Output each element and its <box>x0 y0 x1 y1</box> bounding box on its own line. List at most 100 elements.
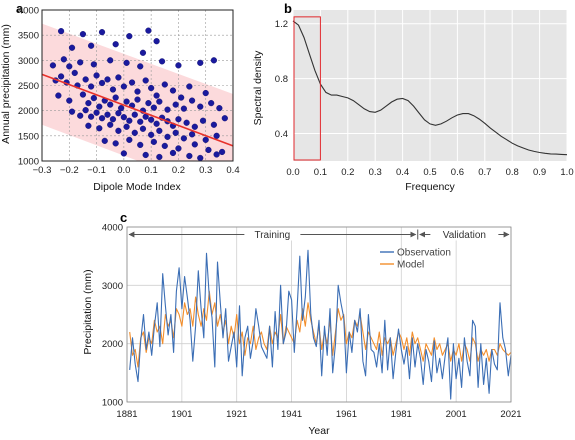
data-point <box>180 135 187 142</box>
x-tick-label: −0.3 <box>33 165 52 176</box>
y-tick-label: 4000 <box>18 6 39 17</box>
x-tick-label: 1921 <box>226 409 247 420</box>
scatter-plot: −0.3 −0.2 −0.1 0.0 0.1 0.2 0.3 0.4 1000 1500 2000 2… <box>18 6 240 177</box>
data-point <box>156 127 163 134</box>
data-point <box>98 115 106 122</box>
y-tick-label: 2500 <box>18 81 39 92</box>
data-point <box>98 29 106 36</box>
data-point <box>131 129 138 136</box>
data-point <box>188 131 196 138</box>
data-point <box>164 106 171 113</box>
y-tick-label: 1500 <box>18 131 39 142</box>
data-point <box>126 33 133 40</box>
data-point <box>123 98 130 105</box>
data-point <box>208 100 215 107</box>
data-point <box>191 141 198 148</box>
b-xlabel: Frequency <box>405 181 455 193</box>
phase-label-bg <box>244 227 301 241</box>
data-point <box>93 109 100 116</box>
x-tick-label: 0.4 <box>226 165 239 176</box>
x-tick-label: 0.7 <box>478 167 491 178</box>
data-point <box>197 103 204 110</box>
observation-line <box>129 249 512 400</box>
x-tick-label: 0.1 <box>314 167 327 178</box>
data-point <box>115 74 122 81</box>
data-point <box>161 81 168 88</box>
x-tick-label: −0.1 <box>87 165 106 176</box>
data-point <box>126 117 133 124</box>
a-ylabel: Annual precipitation (mm) <box>0 24 12 144</box>
low-frequency-highlight <box>293 16 321 161</box>
data-point <box>148 116 155 123</box>
x-tick-label: 0.3 <box>369 167 382 178</box>
data-point <box>137 141 144 148</box>
data-point <box>221 115 228 122</box>
a-xlabel: Dipole Mode Index <box>93 181 181 193</box>
data-point <box>98 79 106 87</box>
data-point <box>79 91 87 98</box>
data-point <box>118 105 125 112</box>
data-point <box>96 103 103 110</box>
data-point <box>158 58 166 65</box>
data-point <box>77 112 84 119</box>
panel-a: a −0.3 −0.2 −0.1 0.0 0.1 0.2 0.3 0.4 1000 1500 200… <box>0 1 240 193</box>
data-point <box>104 111 111 118</box>
data-point <box>188 97 196 104</box>
data-point <box>115 110 122 117</box>
x-tick-label: −0.2 <box>60 165 79 176</box>
data-point <box>112 140 119 147</box>
data-point <box>134 88 141 95</box>
plot-area <box>127 227 511 402</box>
data-point <box>202 89 209 97</box>
data-point <box>137 118 144 125</box>
y-tick-label: 1.2 <box>275 19 288 30</box>
data-point <box>197 59 204 66</box>
legend-label: Model <box>397 260 424 271</box>
data-point <box>109 116 117 123</box>
data-point <box>85 100 92 107</box>
data-point <box>213 151 220 158</box>
data-point <box>128 79 136 86</box>
data-point <box>112 41 119 48</box>
data-point <box>88 83 95 90</box>
data-point <box>150 138 157 145</box>
x-tick-label: 0.8 <box>506 167 519 178</box>
data-point <box>134 96 141 103</box>
data-point <box>216 105 223 112</box>
data-point <box>199 117 207 124</box>
plot-frame <box>41 9 234 162</box>
x-tick-label: 0.0 <box>286 167 299 178</box>
data-point <box>90 94 97 102</box>
data-point <box>137 63 144 70</box>
data-point <box>68 44 76 51</box>
data-point <box>104 76 111 83</box>
data-point <box>142 77 149 84</box>
data-point <box>96 125 103 132</box>
data-point <box>107 121 114 128</box>
data-point <box>88 113 95 120</box>
data-point <box>93 72 100 79</box>
x-tick-label: 0.2 <box>172 165 185 176</box>
data-point <box>153 92 160 99</box>
data-point <box>123 123 130 130</box>
data-point <box>145 100 152 107</box>
data-point <box>180 105 187 112</box>
x-tick-label: 0.5 <box>423 167 436 178</box>
x-tick-label: 0.6 <box>451 167 464 178</box>
data-point <box>145 27 152 34</box>
data-point <box>123 59 130 66</box>
spectrum-plot: 0.0 0.1 0.2 0.3 0.4 0.5 0.6 0.7 0.8 0.9 1.0 0.4 0.8 1… <box>275 10 574 178</box>
x-tick-label: 1941 <box>281 409 302 420</box>
panel-b: b 0.0 0.1 0.2 0.3 0.4 0.5 0.6 0.7 0.8 0.9 1.00.40.… <box>252 1 574 193</box>
data-point <box>112 94 119 101</box>
y-tick-label: 0.4 <box>275 129 288 140</box>
data-point <box>213 132 220 139</box>
data-point <box>175 62 182 69</box>
x-tick-label: 2001 <box>446 409 467 420</box>
x-tick-label: 0.1 <box>145 165 158 176</box>
y-tick-label: 1000 <box>102 398 123 409</box>
data-point <box>161 142 168 150</box>
data-point <box>191 123 198 130</box>
data-point <box>178 94 185 101</box>
